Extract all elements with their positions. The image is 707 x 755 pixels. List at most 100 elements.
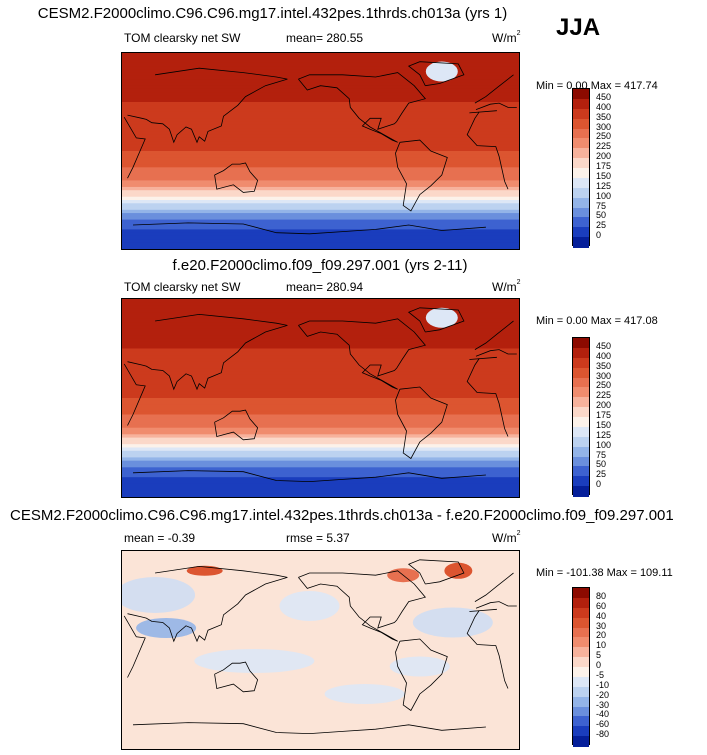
zonal-band <box>122 351 519 356</box>
zonal-band <box>122 183 519 188</box>
colorbar-tick-label: 25 <box>596 220 607 231</box>
colorbar-segment <box>573 657 589 668</box>
colorbar-tick-label: -10 <box>596 679 610 690</box>
panel-3-colorbar-box <box>572 587 590 747</box>
zonal-band <box>122 232 519 237</box>
zonal-band <box>122 490 519 495</box>
colorbar-segment <box>573 627 589 638</box>
zonal-band <box>122 102 519 106</box>
colorbar-segment <box>573 426 589 438</box>
zonal-band <box>122 56 519 61</box>
zonal-band <box>122 124 519 129</box>
zonal-band <box>122 190 519 195</box>
colorbar-tick-label: -30 <box>596 699 610 710</box>
zonal-band <box>122 421 519 425</box>
panel-3-units: W/m2 <box>492 530 521 545</box>
greenland-patch <box>425 61 458 82</box>
panel-3-rmse: rmse = 5.37 <box>286 531 350 545</box>
coastline <box>132 722 486 735</box>
colorbar-segment <box>573 207 589 218</box>
panel-1-units: W/m2 <box>492 30 521 45</box>
colorbar-segment <box>573 486 589 497</box>
colorbar-tick-label: 0 <box>596 230 602 241</box>
colorbar-tick-label: 150 <box>596 170 612 181</box>
colorbar-segment <box>573 736 589 747</box>
colorbar-segment <box>573 716 589 727</box>
coastline <box>395 638 448 712</box>
colorbar-segment <box>573 177 589 189</box>
zonal-band <box>122 180 519 185</box>
colorbar-tick-label: -40 <box>596 709 610 720</box>
panel-2-colorbar: 450 400 350 300 250 225 200 175 150 125 100 75 50 25 0 <box>572 337 632 497</box>
coastline <box>407 61 465 87</box>
coastline <box>132 222 486 235</box>
zonal-band <box>122 378 519 383</box>
zonal-band <box>122 219 519 224</box>
panel-1-map-svg <box>122 53 519 249</box>
colorbar-tick-label: 10 <box>596 640 607 651</box>
colorbar-segment <box>573 168 589 179</box>
colorbar-segment <box>573 588 589 599</box>
colorbar-segment <box>573 197 589 208</box>
zonal-band <box>122 229 519 234</box>
colorbar-segment <box>573 726 589 737</box>
coastline <box>127 67 517 144</box>
zonal-band <box>122 147 519 152</box>
colorbar-tick-label: 300 <box>596 370 612 381</box>
panel-1-title: CESM2.F2000climo.C96.C96.mg17.intel.432p… <box>37 5 508 22</box>
colorbar-tick-label: 250 <box>596 131 612 142</box>
colorbar-segment <box>573 138 589 149</box>
coastlines <box>123 559 517 735</box>
panel-2-map <box>121 298 520 498</box>
colorbar-segment <box>573 637 589 648</box>
colorbar-tick-label: -20 <box>596 689 610 700</box>
coastlines <box>123 307 517 483</box>
zonal-band <box>122 62 519 67</box>
zonal-band <box>122 407 519 412</box>
colorbar-tick-label: 5 <box>596 650 602 661</box>
zonal-band <box>122 118 519 123</box>
coastline <box>214 661 259 693</box>
colorbar-tick-label: 30 <box>596 620 607 631</box>
zonal-band <box>122 460 519 465</box>
zonal-band <box>122 477 519 482</box>
zonal-band <box>122 69 519 74</box>
colorbar-segment <box>573 667 589 678</box>
zonal-band <box>122 121 519 126</box>
zonal-band <box>122 424 519 429</box>
coastline <box>214 162 259 193</box>
zonal-band <box>122 302 519 307</box>
colorbar-segment <box>573 128 589 139</box>
colorbar-segment <box>573 446 589 457</box>
colorbar-segment <box>573 617 589 628</box>
difference-anomaly <box>186 565 223 576</box>
difference-anomaly <box>444 562 473 579</box>
zonal-band <box>122 398 519 402</box>
zonal-band <box>122 345 519 350</box>
panel-1-map <box>121 52 520 250</box>
zonal-band <box>122 322 519 326</box>
zonal-band <box>122 480 519 485</box>
colorbar-tick-label: 50 <box>596 459 607 470</box>
colorbar-tick-label: 150 <box>596 419 612 430</box>
panel-1-variable: TOM clearsky net SW <box>124 31 241 45</box>
zonal-band <box>122 401 519 406</box>
zonal-band <box>122 75 519 80</box>
coastline <box>123 608 509 689</box>
zonal-band <box>122 487 519 491</box>
colorbar-segment <box>573 466 589 477</box>
colorbar-segment <box>573 597 589 609</box>
colorbar-segment <box>573 436 589 448</box>
zonal-band <box>122 209 519 214</box>
colorbar-tick-label: 0 <box>596 479 602 490</box>
zonal-band <box>122 213 519 217</box>
zonal-band <box>122 200 519 204</box>
panel-3-minmax: Min = -101.38 Max = 109.11 <box>536 567 673 579</box>
colorbar-tick-label: 20 <box>596 630 607 641</box>
zonal-band <box>122 483 519 488</box>
colorbar-segment <box>573 187 589 199</box>
panel-3-map <box>121 550 520 750</box>
colorbar-tick-label: 400 <box>596 350 612 361</box>
difference-anomaly <box>412 607 493 638</box>
zonal-band <box>122 154 519 159</box>
